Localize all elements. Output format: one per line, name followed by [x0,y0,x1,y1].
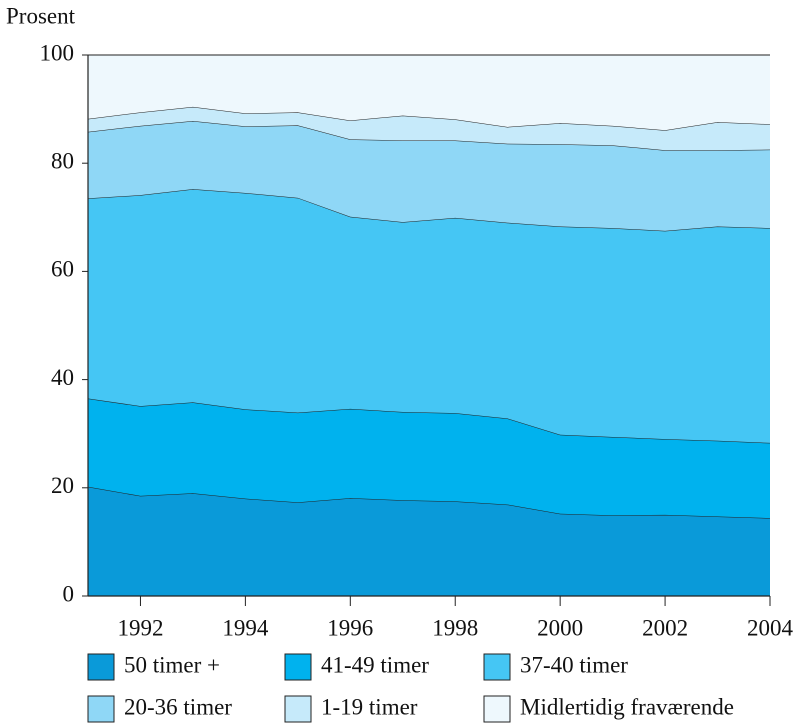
legend-swatch [483,653,511,681]
area [88,55,770,131]
legend-label: 37-40 timer [520,652,628,677]
y-tick-label: 100 [40,40,75,65]
legend-swatch [87,653,115,681]
area [88,486,770,596]
y-tick-label: 60 [51,257,74,282]
x-tick-label: 2004 [747,615,794,640]
x-tick-label: 2002 [642,615,688,640]
legend-label: 20-36 timer [124,694,232,719]
legend-swatch [87,695,115,723]
x-tick-label: 1996 [327,615,373,640]
x-tick-label: 1994 [222,615,269,640]
legend-label: 41-49 timer [321,652,429,677]
legend-label: Midlertidig fraværende [520,694,734,719]
area [88,121,770,231]
legend-swatch [284,695,312,723]
area [88,106,770,151]
y-axis-label: Prosent [6,3,76,28]
x-tick-label: 2000 [537,615,583,640]
legend-swatch [483,695,511,723]
legend-label: 50 timer + [124,652,220,677]
y-tick-label: 0 [63,581,75,606]
y-tick-label: 40 [51,365,74,390]
area [88,398,770,519]
legend-label: 1-19 timer [321,694,418,719]
legend-swatch [284,653,312,681]
area [88,189,770,443]
x-tick-label: 1992 [117,615,163,640]
y-tick-label: 20 [51,473,74,498]
x-tick-label: 1998 [432,615,478,640]
y-tick-label: 80 [51,148,74,173]
area-edge [87,398,771,444]
